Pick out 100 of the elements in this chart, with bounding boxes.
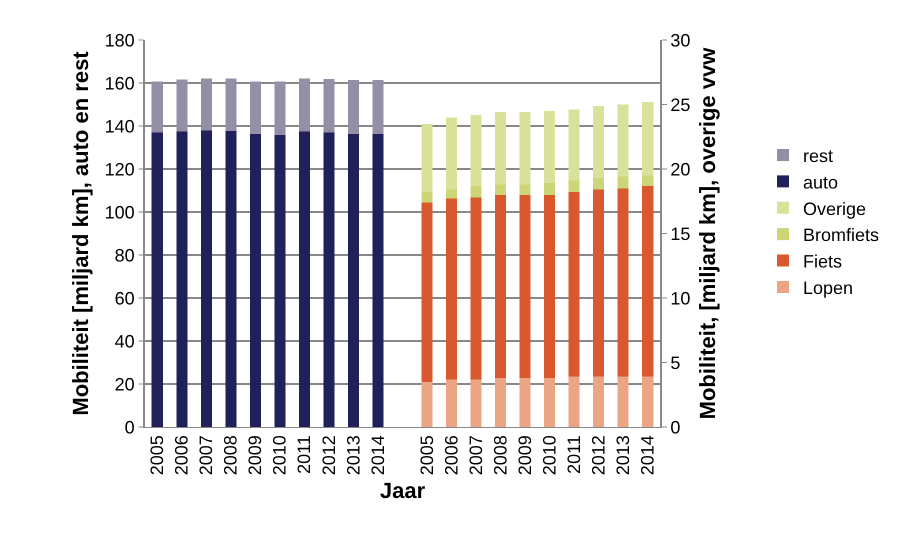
x-tick-label: 2011: [294, 435, 314, 474]
bar: [274, 135, 286, 427]
bar: [495, 194, 506, 378]
bar: [176, 132, 188, 427]
bar: [422, 382, 433, 427]
y-axis-title: Mobiliteit [miljard km], auto en rest: [68, 50, 93, 416]
bar: [544, 183, 556, 195]
y-tick-label: 60: [114, 288, 135, 308]
y-tick-label: 80: [114, 245, 135, 266]
x-tick-label: 2012: [318, 435, 339, 476]
bar: [642, 102, 654, 176]
bar: [568, 180, 580, 192]
bar: [152, 132, 163, 427]
y2-tick-label: 30: [670, 30, 690, 50]
bar: [422, 124, 433, 192]
bar: [544, 378, 556, 427]
bar: [618, 104, 629, 177]
y-tick-label: 0: [124, 417, 135, 438]
bar: [446, 379, 458, 427]
bar: [593, 190, 604, 377]
bar: [372, 134, 384, 427]
bar: [618, 376, 629, 427]
x-tick-label: 2013: [613, 435, 634, 476]
x-tick-label: 2013: [343, 435, 364, 476]
y-tick-label: 20: [114, 374, 135, 394]
bar: [225, 78, 236, 131]
bar: [446, 117, 458, 190]
y2-tick-label: 5: [670, 352, 680, 373]
x-tick-label: 2010: [270, 435, 290, 476]
bar: [495, 184, 506, 195]
bar: [618, 188, 629, 377]
bar: [446, 198, 458, 380]
bar: [568, 110, 580, 181]
bar: [520, 378, 531, 427]
bar: [422, 202, 433, 382]
bar: [495, 378, 506, 427]
bar: [520, 112, 531, 184]
bar: [298, 131, 310, 427]
y-tick-label: 160: [104, 73, 135, 94]
y2-axis-title: Mobiliteit, [miljard km], overige vvw: [694, 46, 720, 420]
y2-tick-label: 20: [670, 159, 690, 180]
bar: [274, 82, 286, 136]
x-tick-label: 2007: [196, 435, 216, 476]
x-tick-label: 2009: [245, 435, 266, 476]
bar: [323, 132, 334, 427]
bar: [593, 178, 604, 190]
bar: [618, 176, 629, 188]
x-tick-label: 2005: [416, 435, 437, 476]
bar: [470, 197, 482, 380]
bar: [642, 175, 654, 186]
bar: [323, 78, 334, 133]
bar: [470, 379, 482, 427]
bar: [568, 376, 580, 427]
y-tick-label: 140: [104, 116, 135, 136]
y2-tick-label: 10: [670, 288, 690, 308]
x-tick-label: 2006: [441, 435, 462, 476]
bar: [593, 106, 604, 178]
bar: [470, 186, 482, 198]
x-tick-label: 2006: [172, 435, 192, 476]
legend-label: rest: [803, 146, 834, 166]
x-tick-label: 2005: [147, 435, 168, 476]
x-tick-label: 2012: [588, 435, 609, 476]
bar: [348, 134, 359, 427]
y2-tick-label: 25: [670, 94, 690, 115]
bar: [593, 376, 604, 427]
bar: [446, 190, 458, 199]
y-tick-label: 120: [104, 159, 135, 180]
x-tick-label: 2007: [466, 435, 486, 476]
y-tick-label: 180: [104, 30, 135, 50]
bar: [250, 81, 261, 134]
y2-tick-label: 0: [670, 417, 680, 438]
legend-label: Lopen: [803, 278, 854, 298]
x-tick-label: 2011: [564, 435, 584, 474]
bar: [200, 130, 212, 427]
x-tick-label: 2009: [514, 435, 535, 476]
bar: [544, 110, 556, 184]
x-tick-label: 2010: [539, 435, 560, 476]
bar: [642, 186, 654, 377]
bar: [250, 134, 261, 427]
bar: [200, 78, 212, 130]
x-axis-title: Jaar: [380, 478, 426, 504]
bar: [372, 80, 384, 134]
x-tick-label: 2008: [490, 435, 510, 476]
bar: [520, 194, 531, 378]
y-tick-label: 40: [114, 331, 135, 352]
bar: [152, 82, 163, 133]
bar: [470, 114, 482, 186]
bar: [495, 112, 506, 184]
bar: [520, 184, 531, 195]
bar: [544, 194, 556, 378]
y2-tick-label: 15: [670, 224, 690, 244]
y-tick-label: 100: [104, 202, 135, 222]
legend-label: auto: [803, 172, 838, 192]
bar: [422, 192, 433, 203]
x-tick-label: 2014: [638, 435, 658, 476]
bar: [642, 376, 654, 427]
bar: [176, 80, 188, 132]
bar: [348, 80, 359, 134]
bar: [298, 78, 310, 132]
legend-label: Bromfiets: [803, 225, 880, 246]
